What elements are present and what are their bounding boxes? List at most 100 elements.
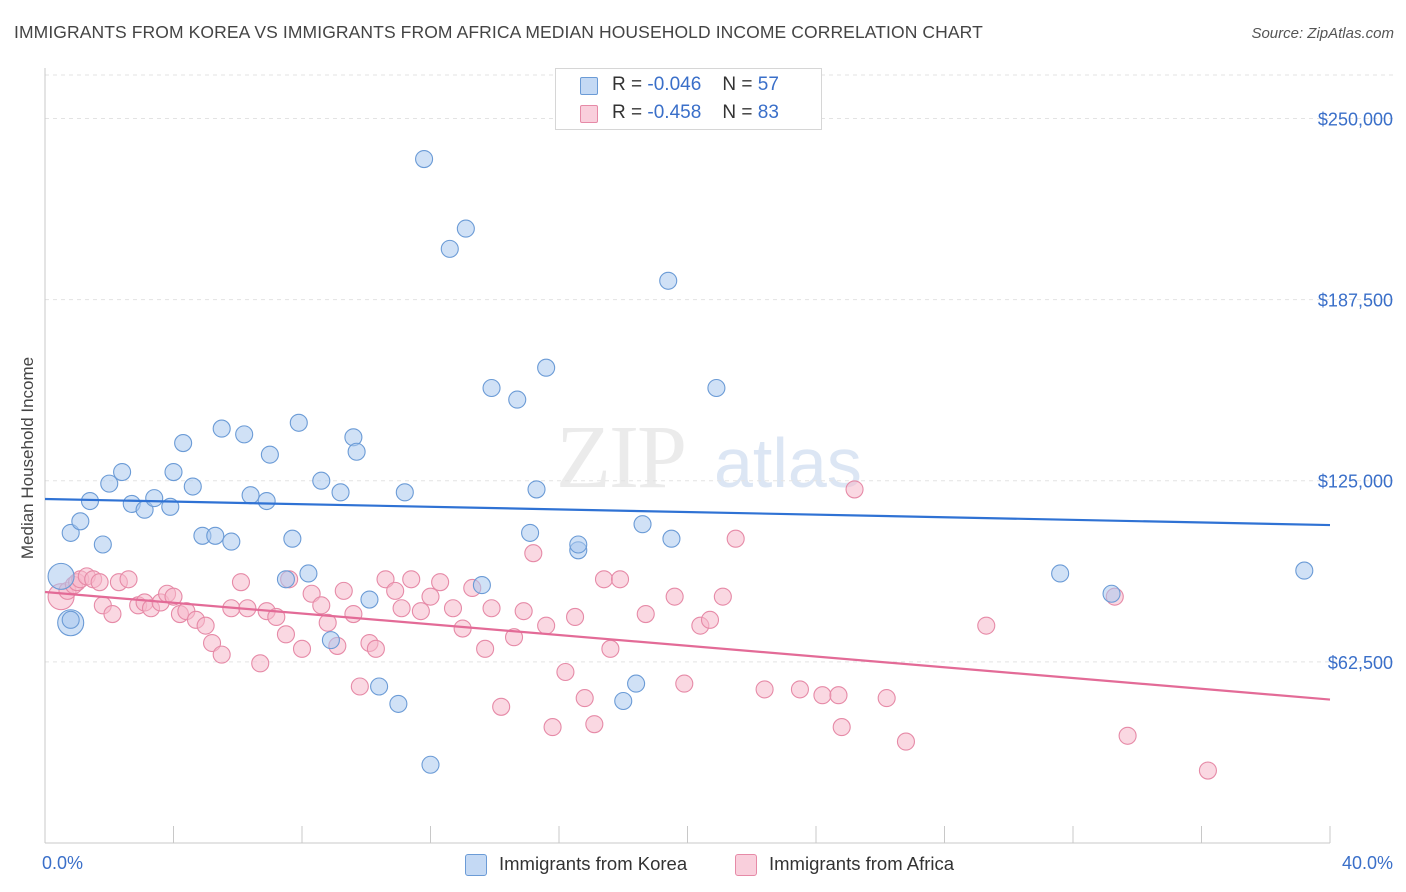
africa-point (977, 616, 996, 635)
trend-lines (44, 497, 1331, 701)
africa-point (231, 573, 251, 592)
x-tick-label: 40.0% (1342, 853, 1393, 873)
africa-point (636, 604, 655, 624)
legend-n-label: N = (722, 102, 753, 123)
axes (44, 68, 1331, 844)
africa-point (212, 645, 231, 664)
bottom-legend-label-africa: Immigrants from Africa (769, 853, 955, 874)
chart-title: IMMIGRANTS FROM KOREA VS IMMIGRANTS FROM… (14, 22, 983, 42)
africa-point (1118, 726, 1137, 745)
africa-point (543, 718, 562, 737)
y-tick-label: $62,500 (1328, 653, 1393, 673)
bottom-legend-swatch-korea (465, 854, 487, 876)
africa-point (537, 616, 556, 635)
korea-point (360, 590, 379, 609)
africa-point (726, 529, 745, 548)
africa-point (103, 604, 122, 624)
korea-point (707, 378, 726, 398)
africa-point (556, 662, 575, 682)
y-tick-label: $125,000 (1318, 472, 1393, 492)
africa-trend-line (44, 590, 1331, 701)
korea-point (347, 442, 366, 461)
y-axis-label: Median Household Income (18, 356, 37, 560)
africa-point (665, 587, 684, 606)
gridlines (45, 74, 1393, 663)
korea-point (212, 419, 231, 438)
legend-swatch-korea (580, 77, 598, 95)
y-tick-label: $187,500 (1318, 291, 1393, 311)
y-tick-labels: $62,500 $125,000 $187,500 $250,000 (1318, 109, 1393, 672)
korea-point (1051, 564, 1070, 583)
korea-point (1295, 561, 1314, 580)
africa-point (411, 602, 430, 621)
korea-point (456, 219, 475, 238)
korea-point (312, 471, 331, 490)
korea-point (260, 445, 279, 464)
africa-point (566, 607, 585, 626)
korea-point (569, 535, 588, 554)
korea-point (508, 390, 527, 409)
africa-point (675, 674, 694, 693)
bottom-legend-swatch-africa (735, 854, 757, 876)
africa-point (700, 610, 720, 629)
korea-point (1102, 584, 1121, 603)
legend-r-label: R = (612, 74, 643, 95)
korea-point (257, 491, 276, 511)
africa-point (829, 686, 848, 705)
korea-point (61, 523, 80, 542)
legend-r-label: R = (612, 102, 643, 123)
legend-n-label: N = (722, 74, 753, 95)
korea-point (145, 489, 164, 508)
korea-point (289, 413, 308, 432)
africa-point (601, 639, 620, 658)
legend-n-value: 57 (757, 74, 779, 95)
korea-point (395, 483, 414, 502)
y-tick-label: $250,000 (1318, 109, 1393, 129)
legend-stats-korea: R = -0.046 N = 57 (612, 74, 779, 96)
africa-point (610, 570, 630, 589)
korea-point (331, 483, 350, 502)
africa-point (392, 599, 411, 618)
africa-point (292, 639, 312, 658)
korea-point (627, 674, 646, 693)
africa-point (402, 570, 421, 589)
korea-point (440, 239, 459, 258)
korea-point (421, 755, 440, 774)
korea-point (472, 576, 491, 595)
korea-point (614, 691, 633, 711)
africa-point (302, 584, 321, 603)
korea-point (174, 434, 193, 453)
africa-point (492, 697, 511, 716)
korea-point (71, 512, 90, 531)
africa-point (524, 544, 543, 563)
africa-points (47, 480, 1217, 780)
x-tick-labels: 0.0% 40.0% (42, 853, 1393, 873)
africa-point (203, 633, 222, 653)
africa-point (504, 628, 524, 647)
africa-point (312, 596, 331, 615)
africa-point (845, 480, 864, 499)
korea-point (482, 378, 501, 398)
africa-point (482, 599, 501, 618)
africa-point (119, 570, 138, 589)
africa-point (790, 680, 809, 699)
africa-point (344, 604, 363, 624)
korea-point (633, 515, 652, 534)
africa-point (476, 639, 495, 658)
korea-point (93, 535, 112, 554)
watermark-atlas: atlas (714, 424, 862, 502)
africa-point (90, 573, 109, 592)
africa-point (334, 581, 353, 600)
legend-swatch-africa (580, 105, 598, 123)
legend-r-value: -0.458 (647, 102, 702, 123)
korea-point (241, 486, 260, 505)
africa-point (386, 581, 405, 600)
x-tick-label: 0.0% (42, 853, 83, 873)
korea-point (537, 358, 556, 377)
africa-point (164, 587, 183, 606)
korea-point (276, 570, 295, 589)
africa-point (421, 587, 440, 606)
korea-point (164, 462, 183, 482)
korea-point (113, 462, 132, 482)
